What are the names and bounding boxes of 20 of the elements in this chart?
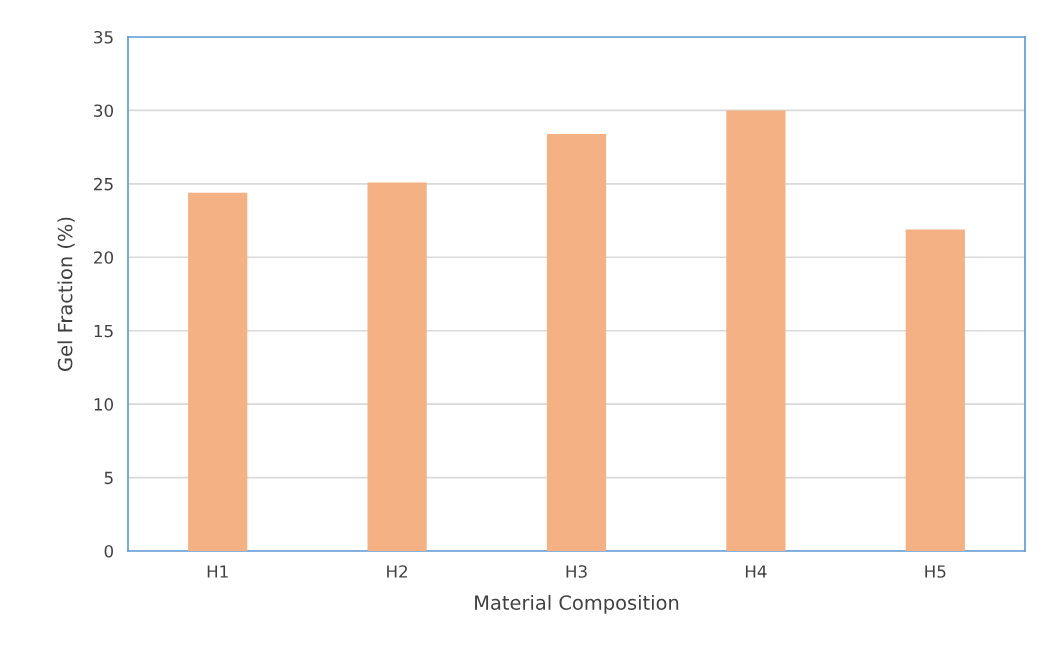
y-tick-label: 0: [104, 544, 113, 558]
y-tick-label: 30: [94, 104, 113, 117]
y-tick-label: 10: [94, 398, 113, 411]
x-tick-label: H5: [925, 565, 946, 578]
bar: [367, 182, 427, 551]
x-tick-label: H3: [566, 565, 587, 578]
y-tick-label: 20: [94, 251, 113, 264]
x-tick-label: H1: [207, 565, 228, 578]
y-tick-label: 5: [104, 471, 113, 485]
bar: [905, 229, 965, 551]
x-tick-label: H4: [745, 565, 767, 578]
y-tick-label: 35: [94, 30, 113, 44]
bar: [726, 110, 786, 551]
bar: [546, 133, 607, 551]
bar: [188, 192, 248, 551]
y-axis-title: Gel Fraction (%): [57, 217, 75, 371]
y-tick-label: 15: [94, 324, 113, 338]
x-axis-title: Material Composition: [475, 594, 679, 614]
y-tick-label: 25: [94, 177, 113, 191]
x-tick-label: H2: [387, 565, 407, 578]
